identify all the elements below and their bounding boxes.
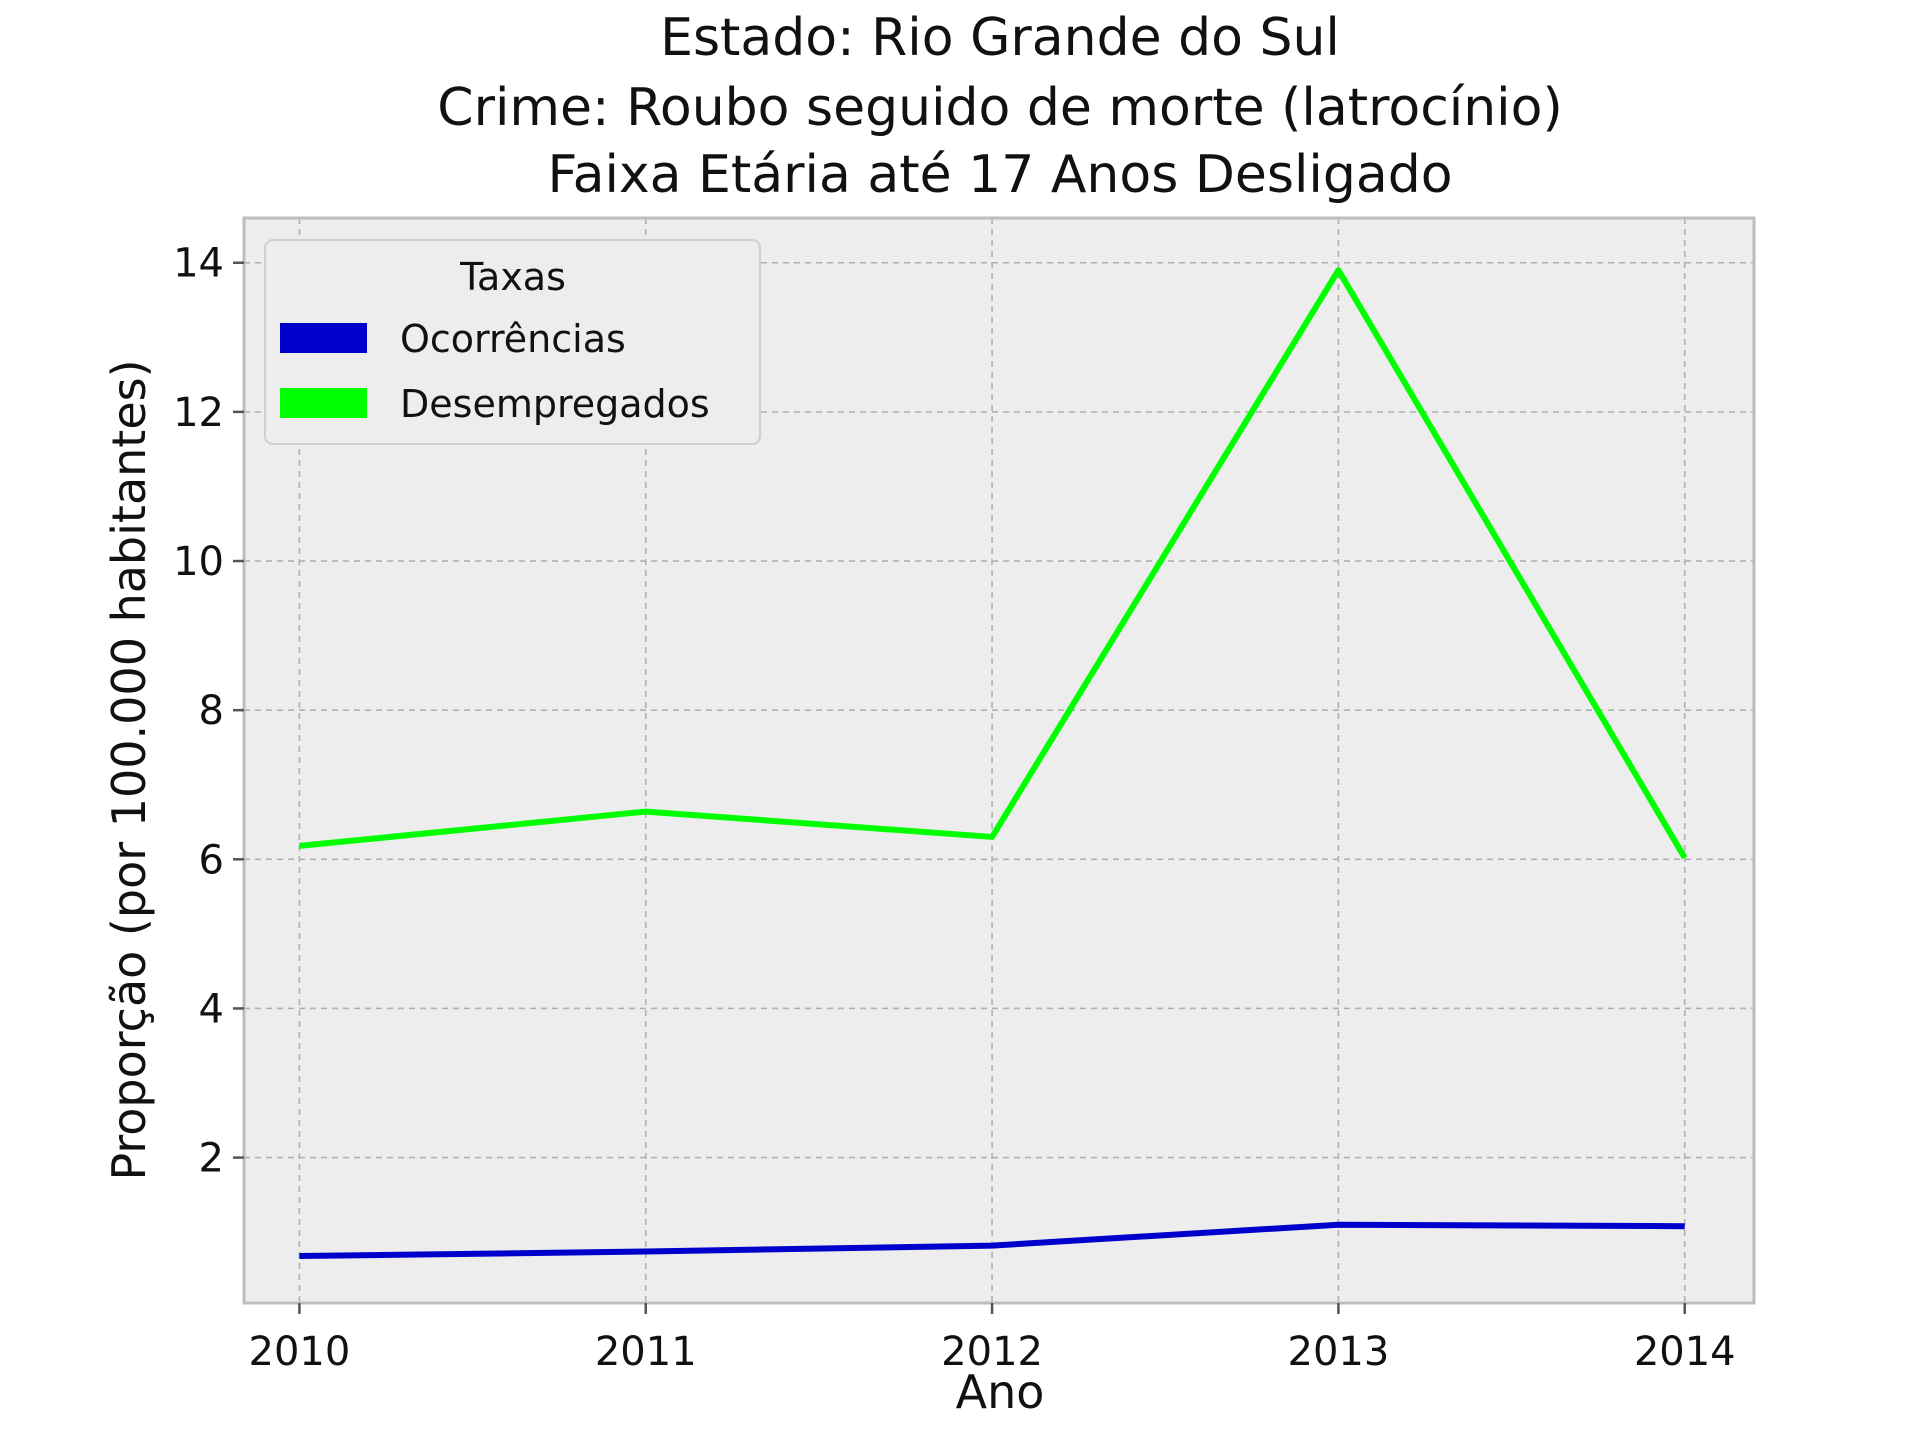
legend-swatch-ocorrencias — [280, 323, 367, 353]
legend-label-ocorrencias: Ocorrências — [400, 317, 626, 361]
legend: Taxas Ocorrências Desempregados — [264, 239, 761, 445]
y-tick-label-12: 12 — [173, 390, 224, 436]
legend-box — [264, 239, 761, 445]
legend-swatch-desempregados — [280, 388, 367, 418]
chart-title-line-2: Crime: Roubo seguido de morte (latrocíni… — [437, 78, 1562, 138]
axis-ticks: 2010 2011 2012 2013 2014 2 4 6 8 10 12 14 — [173, 241, 1736, 1375]
y-tick-label-2: 2 — [199, 1136, 224, 1182]
legend-label-desempregados: Desempregados — [400, 382, 710, 426]
y-axis-label: Proporção (por 100.000 habitantes) — [102, 359, 156, 1180]
legend-title: Taxas — [459, 255, 566, 299]
x-tick-label-2012: 2012 — [941, 1329, 1043, 1375]
series-lines — [299, 267, 1688, 1260]
y-tick-label-14: 14 — [173, 241, 224, 287]
x-tick-label-2011: 2011 — [595, 1329, 697, 1375]
y-tick-label-6: 6 — [199, 837, 224, 883]
x-tick-label-2010: 2010 — [249, 1329, 351, 1375]
chart-title-line-1: Estado: Rio Grande do Sul — [660, 8, 1340, 68]
x-tick-label-2013: 2013 — [1288, 1329, 1390, 1375]
chart-title-line-3: Faixa Etária até 17 Anos Desligado — [547, 145, 1452, 205]
y-tick-label-4: 4 — [199, 986, 224, 1032]
x-axis-label: Ano — [956, 1365, 1045, 1419]
y-tick-label-8: 8 — [199, 688, 224, 734]
plot-frame — [242, 216, 1756, 1305]
grid-lines — [244, 218, 1754, 1303]
y-tick-label-10: 10 — [173, 539, 224, 585]
x-tick-label-2014: 2014 — [1634, 1329, 1736, 1375]
